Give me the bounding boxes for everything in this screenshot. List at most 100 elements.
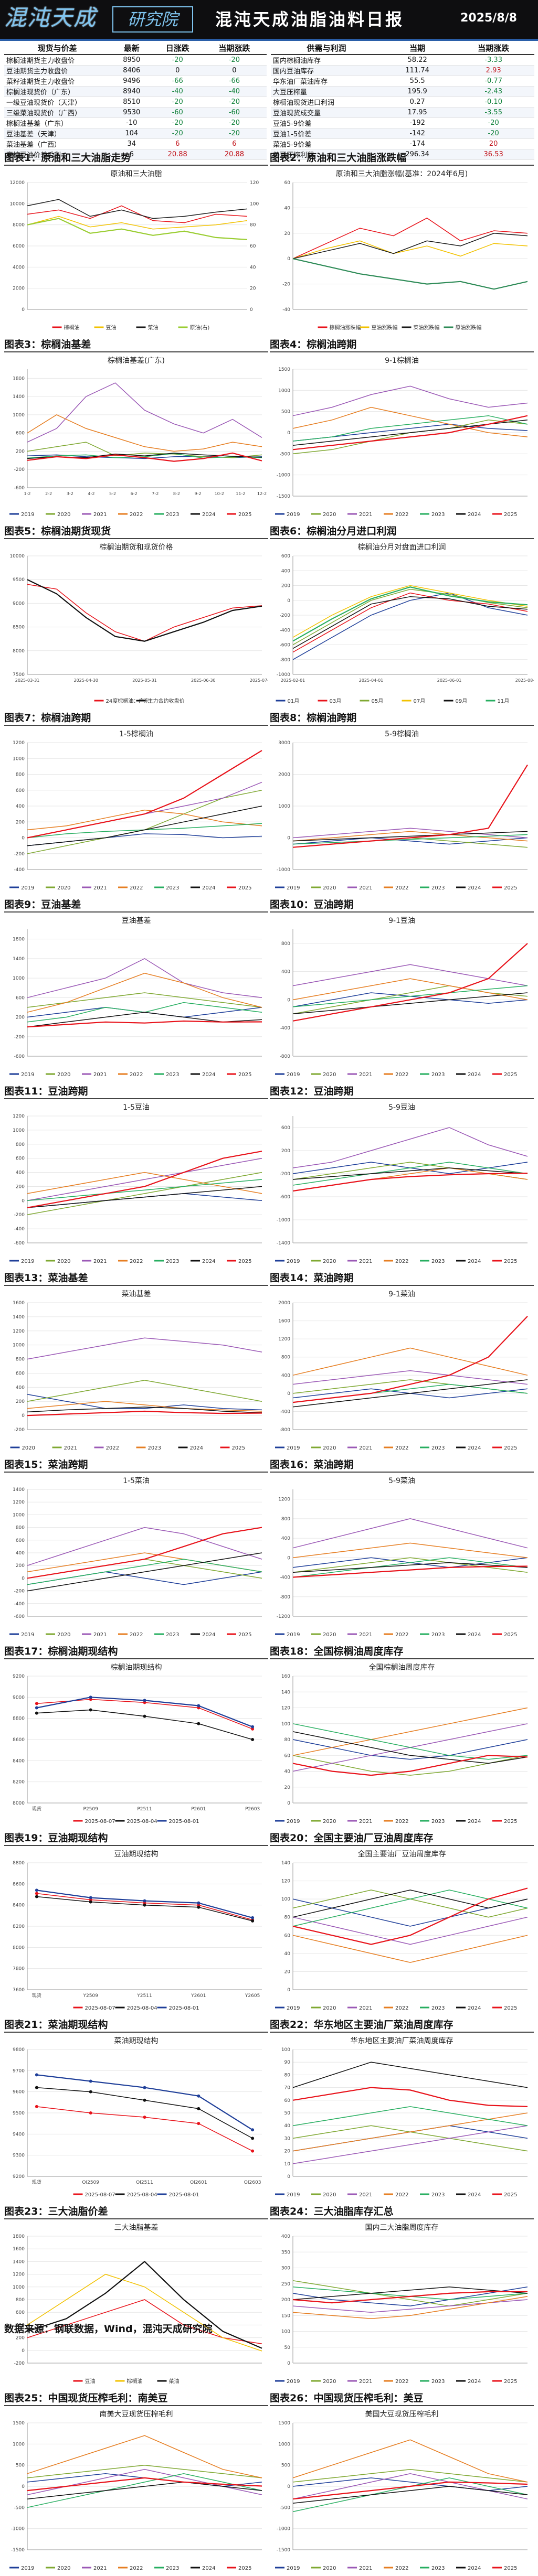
series-line <box>292 233 528 259</box>
legend-label: 2023 <box>148 1445 161 1451</box>
y-tick-label: -1500 <box>11 2548 25 2553</box>
y-tick-label: 2000 <box>278 772 290 778</box>
y-tick-label: 40 <box>284 1951 291 1957</box>
legend-label: 2021 <box>359 885 372 891</box>
caption-rule <box>270 2405 534 2406</box>
legend-label: 2020 <box>57 1632 70 1638</box>
y2-tick-label: 40 <box>250 265 256 270</box>
y-tick-label: 1000 <box>13 2285 25 2290</box>
y-tick-label: 600 <box>281 554 290 559</box>
y-tick-label: 12000 <box>9 180 25 186</box>
series-line <box>292 764 528 848</box>
data-point <box>89 2111 92 2115</box>
series-line <box>292 1562 528 1573</box>
cell-value: -20 <box>202 128 267 139</box>
chart-panel: 图表19：豆油期现结构 豆油期现结构 7600 7800 8000 8200 8400 860… <box>4 1831 268 2016</box>
cell-value: 0 <box>153 65 202 76</box>
series-line <box>27 2464 262 2478</box>
y-tick-label: -1000 <box>277 672 290 678</box>
legend-label: 2025 <box>504 2566 517 2571</box>
data-point <box>143 2116 146 2119</box>
y-tick-label: 1000 <box>13 2442 25 2447</box>
chart-caption: 图表13：菜油基差 <box>4 1272 88 1284</box>
series-line <box>27 216 248 230</box>
y-tick-label: 7600 <box>13 1988 25 1993</box>
table-row: 三级菜油现货价（广西） 9530 -60 -60 <box>4 107 267 118</box>
series-line <box>27 806 262 846</box>
chart-caption: 图表24：三大油脂库存汇总 <box>270 2206 394 2217</box>
chart-title: 华东地区主要油厂菜油周度库存 <box>351 2037 453 2045</box>
series-line <box>27 1179 262 1201</box>
y-tick-label: 0 <box>287 1555 290 1561</box>
y-tick-label: -200 <box>14 1212 25 1218</box>
chart-panel: 图表9：豆油基差 豆油基差 -600 -200 200 600 1000 1400 1800 20… <box>4 898 268 1082</box>
table-row: 菜籽油期货主力收盘价 9496 -66 -66 <box>4 76 267 87</box>
chart-panel: 图表8：棕榈油跨期 5-9棕榈油 -1000 0 1000 2000 3000 2019 202… <box>270 711 534 896</box>
y-tick-label: 100 <box>281 1722 290 1727</box>
caption-rule <box>4 2218 268 2219</box>
legend-label: 2025-08-07 <box>85 2005 115 2011</box>
series-line <box>27 1401 262 1412</box>
table-header-row: 现货与价差 最新 日涨跌 当期涨跌 <box>4 42 267 55</box>
y-tick-label: 1400 <box>13 2259 25 2264</box>
y-tick-label: 9500 <box>13 577 25 583</box>
y-tick-label: 9000 <box>13 1695 25 1700</box>
cell-value: -20 <box>452 117 534 128</box>
x-tick-label: 8-2 <box>173 491 180 496</box>
chart-svg: 9-1棕榈油 -1500 -1000 -500 0 500 1000 1500 2019 2020… <box>275 357 528 518</box>
data-point <box>143 1714 146 1718</box>
series-line <box>292 2087 528 2107</box>
data-point <box>251 1725 255 1729</box>
series-line <box>292 985 528 1007</box>
legend-label: 24度棕榈油：广东 <box>106 697 150 704</box>
x-tick-label: 2-2 <box>45 491 52 496</box>
legend-label: 2023 <box>166 1259 179 1264</box>
legend-label: 2023 <box>431 512 445 518</box>
x-tick-label: P2509 <box>83 1807 99 1812</box>
y-tick-label: -600 <box>14 1241 25 1246</box>
cell-value: 6 <box>110 149 153 160</box>
data-point <box>35 1895 38 1898</box>
caption-rule <box>4 2405 268 2406</box>
y-tick-label: 7500 <box>13 672 25 678</box>
chart-caption: 图表3：棕榈油基差 <box>4 339 91 350</box>
legend-label: 2024 <box>468 2566 481 2571</box>
y-tick-label: 1000 <box>13 1512 25 1518</box>
legend-label: 2019 <box>21 1259 34 1264</box>
y-tick-label: 8000 <box>13 649 25 654</box>
series-line <box>292 406 528 437</box>
legend-label: 2020 <box>323 1819 336 1824</box>
legend-label: 2022 <box>106 1445 119 1451</box>
column-header: 日涨跌 <box>153 42 202 55</box>
legend-label: 原油涨跌幅 <box>456 324 482 331</box>
y-tick-label: 8500 <box>13 625 25 630</box>
chart-panel: 图表15：菜油跨期 1-5菜油 -600 -400 -200 0 200 400 600 800 1… <box>4 1458 268 1643</box>
series-line <box>27 1157 262 1201</box>
table-row: 豪棕豆油价差毛利 6 20.88 20.88 <box>4 149 267 160</box>
series-line <box>27 1410 262 1416</box>
caption-rule <box>4 911 268 913</box>
x-tick-label: 现货 <box>32 1992 41 1999</box>
cell-value: 17.95 <box>382 107 453 118</box>
series-line <box>27 1559 262 1585</box>
y-tick-label: -200 <box>14 1589 25 1594</box>
cell-value: 20.88 <box>153 149 202 160</box>
chart-svg: 1-5豆油 -600 -400 -200 0 200 400 600 800 1000 1200 20… <box>9 1103 262 1264</box>
report-date: 2025/8/8 <box>460 12 517 25</box>
caption-rule <box>270 1285 534 1286</box>
chart-svg: 5-9棕榈油 -1000 0 1000 2000 3000 2019 2020 2021 2022… <box>275 730 528 891</box>
y-tick-label: 0 <box>287 1988 290 1993</box>
caption-rule <box>270 538 534 539</box>
y-tick-label: 1400 <box>13 1315 25 1320</box>
data-point <box>143 2086 146 2089</box>
chart-svg: 原油和三大油脂 0 2000 4000 6000 8000 10000 12000 0 20 40 6… <box>9 170 259 331</box>
series-line <box>27 809 262 831</box>
column-header: 当期 <box>382 42 453 55</box>
data-point <box>143 1903 146 1907</box>
chart-panel: 图表2：原油和三大油脂涨跌幅 原油和三大油脂涨幅(基准：2024年6月) -40 -2… <box>270 151 534 336</box>
series-line <box>27 218 248 240</box>
column-header: 当期涨跌 <box>202 42 267 55</box>
y-tick-label: 10 <box>284 2162 291 2167</box>
y-tick-label: 500 <box>281 410 290 415</box>
legend-label: 2021 <box>93 885 107 891</box>
